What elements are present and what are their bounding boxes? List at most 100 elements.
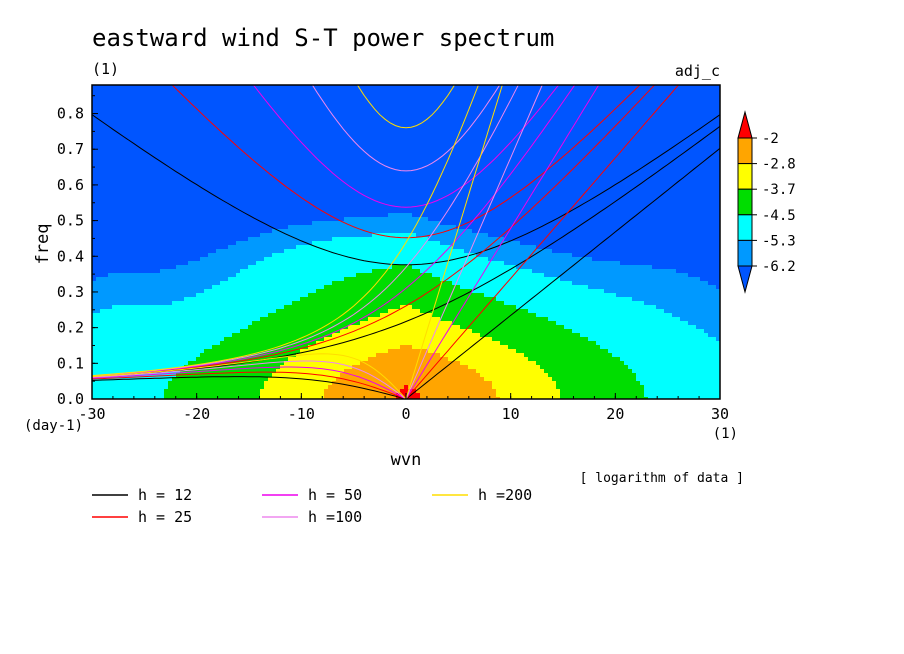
contour-cell — [440, 317, 549, 322]
contour-cell — [672, 313, 720, 318]
contour-cell — [492, 337, 589, 342]
contour-cell — [164, 397, 261, 399]
contour-cell — [92, 137, 720, 142]
contour-cell — [184, 297, 301, 302]
mixed-rossby-gravity-curve — [92, 125, 720, 378]
contour-cell — [92, 121, 720, 126]
contour-cell — [324, 397, 397, 399]
contour-cell — [544, 369, 633, 374]
contour-cell — [268, 313, 381, 318]
x-tick-label: 20 — [606, 405, 624, 423]
contour-cell — [92, 281, 221, 286]
contour-cell — [652, 265, 720, 270]
contour-cell — [440, 221, 720, 226]
contour-cell — [640, 381, 720, 386]
contour-cell — [92, 341, 221, 346]
contour-cell — [92, 393, 165, 398]
contour-cell — [416, 389, 497, 394]
legend-label: h = 25 — [138, 508, 192, 526]
contour-cell — [352, 365, 469, 370]
contour-cell — [92, 369, 181, 374]
colorbar-bottom-arrow — [737, 265, 753, 294]
contour-cell — [92, 337, 225, 342]
contour-cell — [92, 129, 720, 134]
contour-cell — [396, 397, 421, 399]
x-axis: -30 -20 -10 0 10 20 30 — [78, 393, 729, 423]
contour-cell — [328, 385, 405, 390]
contour-cell — [220, 281, 333, 286]
contour-cell — [92, 285, 213, 290]
contour-cell — [552, 249, 720, 254]
contour-cell — [556, 321, 689, 326]
contour-cell — [412, 265, 517, 270]
contour-cell — [260, 389, 325, 394]
contour-cell — [92, 133, 720, 138]
contour-cell — [340, 373, 481, 378]
contour-cell — [528, 309, 665, 314]
mixed-rossby-gravity-curve — [92, 85, 479, 377]
contour-cell — [228, 277, 345, 282]
colorbar-label: -3.7 — [762, 182, 796, 198]
colorbar-box — [737, 188, 753, 216]
contour-cell — [460, 361, 537, 366]
contour-cell — [608, 349, 720, 354]
contour-cell — [588, 285, 717, 290]
contour-cell — [480, 333, 581, 338]
contour-cell — [92, 297, 185, 302]
contour-cell — [496, 389, 561, 394]
contour-cell — [408, 385, 493, 390]
contour-cell — [644, 301, 720, 306]
inertia-gravity-curve — [92, 114, 720, 266]
contour-cell — [548, 373, 637, 378]
x-tick-label: 30 — [711, 405, 729, 423]
contour-cell — [300, 349, 389, 354]
contour-cell — [420, 393, 497, 398]
contour-cell — [92, 177, 720, 182]
inertia-gravity-curve — [311, 85, 501, 172]
contour-cell — [92, 117, 720, 122]
contour-cell — [332, 281, 453, 286]
legend-label: h =100 — [308, 508, 362, 526]
contour-cell — [456, 225, 720, 230]
contour-cell — [516, 349, 609, 354]
contour-cell — [412, 305, 517, 310]
contour-cell — [324, 337, 493, 342]
contour-cell — [92, 273, 109, 278]
contour-cell — [224, 337, 325, 342]
contour-cell — [92, 233, 261, 238]
x-tick-label: 0 — [401, 405, 410, 423]
contour-cell — [92, 385, 169, 390]
contour-cell — [376, 353, 441, 358]
inertia-gravity-curve — [252, 85, 560, 208]
contour-cell — [92, 357, 197, 362]
legend: h = 12 h = 25 h = 50 h =100 h =200 — [92, 486, 532, 526]
contour-cell — [704, 329, 720, 334]
contour-cell — [696, 325, 720, 330]
contour-cell — [708, 281, 720, 286]
contour-cell — [400, 345, 413, 350]
contour-cell — [472, 329, 573, 334]
contour-cell — [536, 245, 720, 250]
contour-cell — [284, 361, 361, 366]
contour-cell — [528, 357, 621, 362]
contour-cell — [676, 269, 720, 274]
x-tick-label: -20 — [183, 405, 210, 423]
contour-cell — [548, 317, 681, 322]
contour-cell — [560, 389, 645, 394]
contour-cell — [588, 337, 717, 342]
contour-cell — [560, 277, 701, 282]
contour-cell — [428, 237, 505, 242]
contour-cell — [344, 277, 441, 282]
contour-cell — [412, 345, 509, 350]
contour-cell — [368, 357, 449, 362]
contour-cell — [612, 353, 720, 358]
contour-cell — [388, 349, 429, 354]
contour-cell — [92, 345, 213, 350]
contour-cell — [164, 393, 261, 398]
y-tick-label: 0.2 — [57, 319, 84, 337]
x-tick-label: -10 — [288, 405, 315, 423]
contour-cell — [428, 217, 720, 222]
y-tick-label: 0.4 — [57, 247, 84, 265]
contour-cell — [284, 249, 465, 254]
contour-cell — [260, 317, 369, 322]
